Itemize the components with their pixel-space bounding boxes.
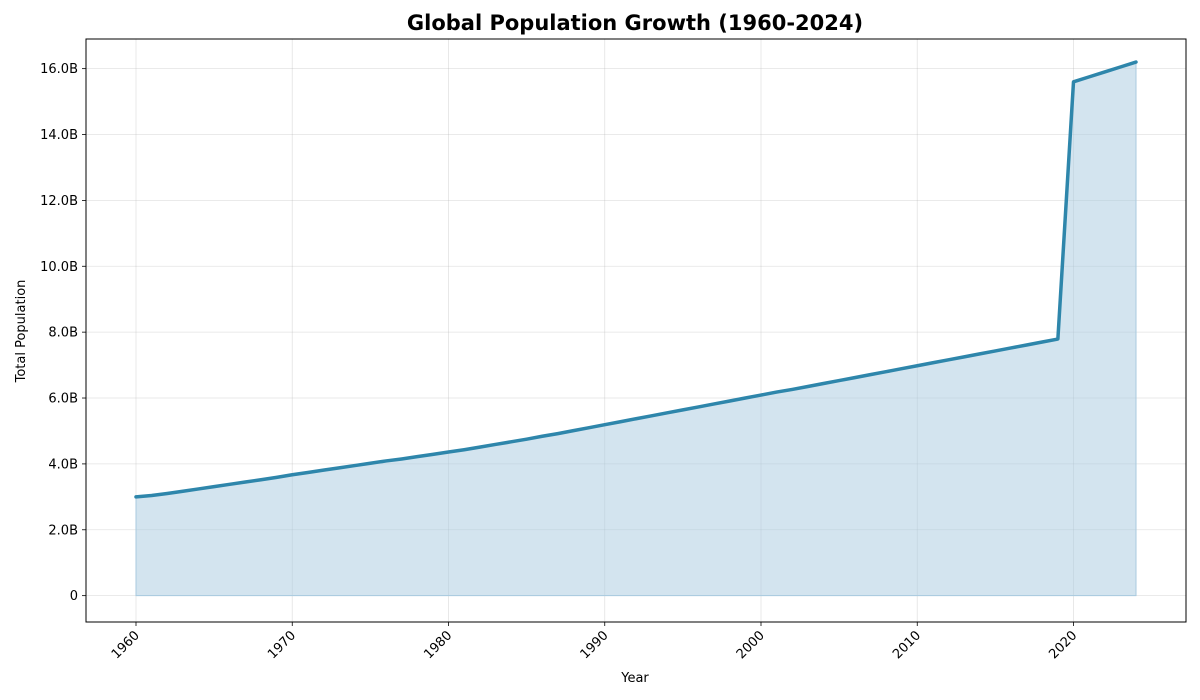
data-point-1981 — [463, 448, 466, 451]
x-tick-label: 1960 — [109, 628, 143, 662]
population-line — [134, 60, 1138, 499]
data-point-1996 — [697, 405, 700, 408]
data-point-1988 — [572, 429, 575, 432]
data-point-1961 — [150, 494, 153, 497]
data-point-1989 — [588, 426, 591, 429]
data-point-2018 — [1041, 341, 1044, 344]
data-point-1965 — [213, 485, 216, 488]
data-point-1960 — [135, 495, 138, 498]
y-tick-label: 14.0B — [40, 128, 78, 143]
x-axis-ticks: 1960 1970 1980 1990 2000 2010 2020 — [109, 622, 1080, 662]
data-point-2017 — [1025, 343, 1028, 346]
data-point-1976 — [385, 459, 388, 462]
data-point-2006 — [853, 376, 856, 379]
x-axis-label: Year — [620, 671, 649, 686]
data-point-1991 — [619, 420, 622, 423]
data-point-1974 — [353, 464, 356, 467]
data-point-1987 — [556, 432, 559, 435]
data-point-2004 — [822, 382, 825, 385]
y-tick-label: 6.0B — [48, 392, 78, 407]
data-point-1990 — [603, 423, 606, 426]
data-point-1968 — [260, 478, 263, 481]
y-tick-label: 2.0B — [48, 523, 78, 538]
y-tick-label: 4.0B — [48, 457, 78, 472]
data-point-1995 — [681, 408, 684, 411]
data-point-2007 — [869, 373, 872, 376]
data-point-2005 — [838, 379, 841, 382]
data-point-1997 — [713, 402, 716, 405]
data-point-1993 — [650, 414, 653, 417]
data-point-1998 — [728, 399, 731, 402]
data-point-1967 — [244, 481, 247, 484]
data-point-1962 — [166, 492, 169, 495]
data-point-1970 — [291, 473, 294, 476]
data-point-2014 — [978, 352, 981, 355]
y-tick-label: 12.0B — [40, 194, 78, 209]
data-point-1983 — [494, 443, 497, 446]
data-point-2000 — [760, 394, 763, 397]
data-point-2015 — [994, 349, 997, 352]
y-axis-label: Total Population — [14, 280, 29, 384]
data-point-2019 — [1056, 338, 1059, 341]
data-point-1999 — [744, 397, 747, 400]
data-point-1980 — [447, 451, 450, 454]
data-point-2002 — [791, 388, 794, 391]
data-point-1964 — [197, 487, 200, 490]
plot-frame — [85, 38, 1187, 623]
x-tick-label: 1970 — [265, 628, 299, 662]
data-point-2001 — [775, 391, 778, 394]
data-point-1979 — [431, 453, 434, 456]
data-point-1992 — [635, 417, 638, 420]
x-tick-label: 2010 — [890, 628, 924, 662]
y-tick-label: 8.0B — [48, 326, 78, 341]
data-point-2016 — [1010, 346, 1013, 349]
y-axis-ticks: 0 2.0B 4.0B 6.0B 8.0B 10.0B 12.0B 14.0B 16.0B — [40, 62, 86, 604]
area-layer — [135, 61, 1137, 597]
data-point-1978 — [416, 455, 419, 458]
data-point-1971 — [306, 471, 309, 474]
data-point-1969 — [275, 476, 278, 479]
data-point-2013 — [963, 355, 966, 358]
data-point-2009 — [900, 367, 903, 370]
data-point-2023 — [1119, 65, 1122, 68]
y-tick-label: 16.0B — [40, 62, 78, 77]
data-point-1977 — [400, 457, 403, 460]
data-point-2008 — [885, 370, 888, 373]
data-point-1984 — [510, 440, 513, 443]
data-point-1963 — [181, 490, 184, 493]
chart-title: Global Population Growth (1960-2024) — [407, 11, 863, 35]
data-point-2021 — [1088, 75, 1091, 78]
data-point-1966 — [228, 483, 231, 486]
data-point-1985 — [525, 438, 528, 441]
data-point-2024 — [1135, 61, 1138, 64]
x-tick-label: 1980 — [421, 628, 455, 662]
data-point-1975 — [369, 462, 372, 465]
data-point-1982 — [478, 446, 481, 449]
y-tick-label: 0 — [70, 589, 78, 604]
data-point-2010 — [916, 364, 919, 367]
data-point-1986 — [541, 435, 544, 438]
data-point-2020 — [1072, 80, 1075, 83]
x-tick-label: 2020 — [1046, 628, 1080, 662]
data-point-1994 — [666, 411, 669, 414]
y-tick-label: 10.0B — [40, 260, 78, 275]
population-area-fill — [135, 61, 1137, 597]
line-layer — [134, 60, 1138, 499]
data-point-1973 — [338, 466, 341, 469]
data-point-2012 — [947, 358, 950, 361]
data-point-2003 — [806, 385, 809, 388]
x-tick-label: 2000 — [734, 628, 768, 662]
data-point-2022 — [1103, 70, 1106, 73]
x-tick-label: 1990 — [578, 628, 612, 662]
data-point-2011 — [931, 361, 934, 364]
data-point-1972 — [322, 469, 325, 472]
